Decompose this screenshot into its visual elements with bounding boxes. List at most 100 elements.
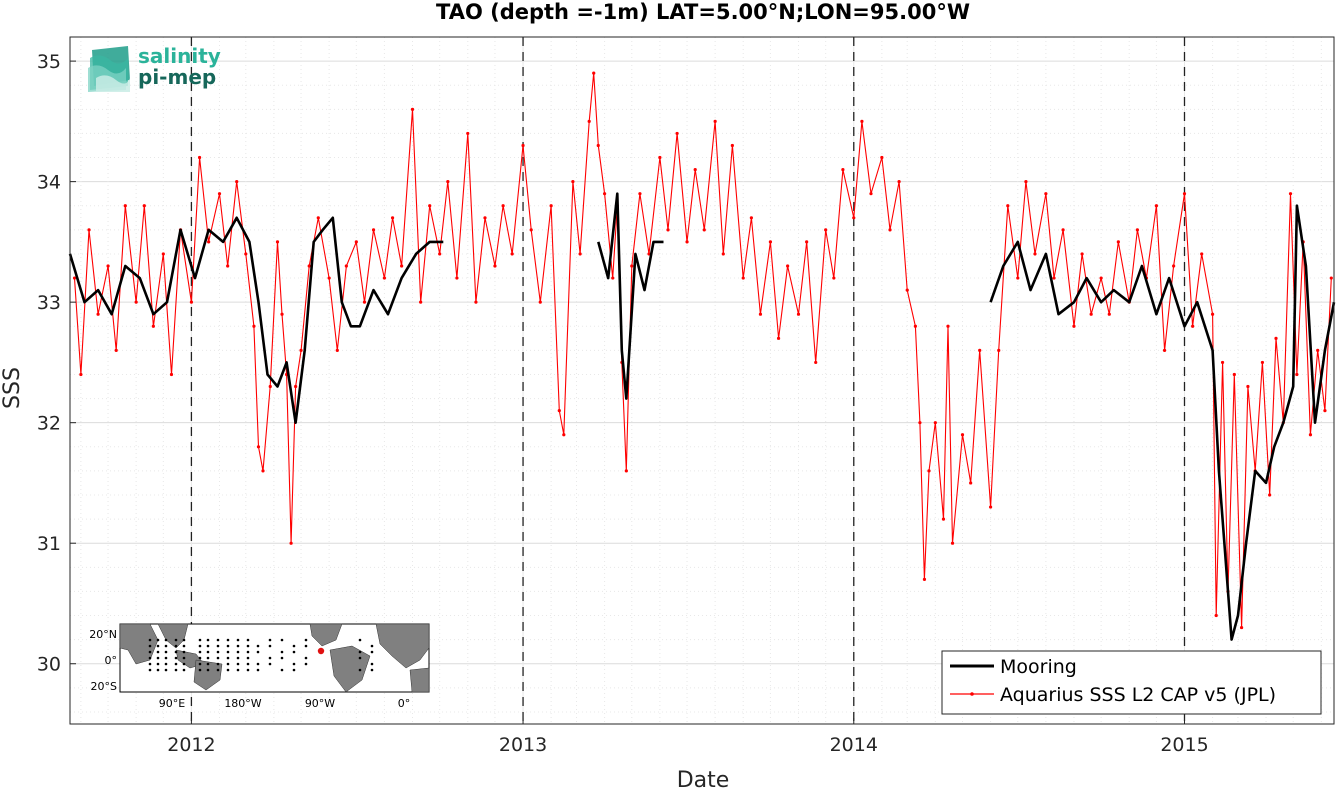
array-dot	[236, 668, 240, 672]
aquarius-point	[410, 107, 415, 111]
array-dot	[174, 668, 178, 672]
array-dot	[216, 650, 220, 654]
aquarius-point	[1260, 360, 1265, 365]
aquarius-point	[658, 155, 662, 160]
array-dot	[174, 644, 178, 648]
aquarius-point	[946, 324, 950, 328]
aquarius-point	[1061, 228, 1065, 232]
array-dot	[292, 650, 296, 654]
aquarius-point	[675, 131, 679, 136]
array-dot	[206, 656, 210, 660]
array-dot	[206, 644, 210, 648]
aquarius-point	[713, 119, 717, 123]
array-dot	[148, 650, 152, 654]
array-dot	[156, 662, 160, 666]
array-dot	[216, 638, 220, 642]
array-dot	[226, 656, 230, 660]
array-dot	[216, 656, 220, 660]
aquarius-point	[776, 336, 781, 340]
aquarius-point	[217, 192, 222, 196]
array-dot	[174, 656, 178, 660]
aquarius-point	[1220, 360, 1225, 365]
aquarius-point	[142, 204, 146, 208]
aquarius-point	[529, 228, 533, 232]
aquarius-point	[1323, 409, 1327, 413]
aquarius-point	[354, 240, 358, 244]
aquarius-point	[1072, 324, 1076, 328]
x-tick-label: 2014	[830, 734, 878, 756]
aquarius-point	[390, 216, 395, 220]
aquarius-point	[1024, 180, 1028, 184]
aquarius-point	[897, 180, 901, 184]
mooring-line-segment	[989, 204, 1336, 641]
array-dot	[156, 638, 160, 642]
aquarius-point	[268, 384, 272, 389]
selected-mooring-marker	[317, 647, 325, 655]
aquarius-point	[630, 264, 634, 268]
array-dot	[292, 662, 296, 666]
aquarius-point	[1016, 276, 1020, 280]
aquarius-point	[918, 421, 922, 425]
array-dot	[256, 668, 260, 672]
array-dot	[206, 668, 210, 672]
aquarius-point	[289, 541, 293, 545]
array-dot	[358, 650, 362, 654]
aquarius-point	[905, 288, 909, 292]
aquarius-point	[1099, 276, 1103, 280]
x-tick-label: 2015	[1160, 734, 1208, 756]
aquarius-point	[1044, 192, 1048, 196]
aquarius-point	[841, 167, 845, 172]
aquarius-point	[307, 264, 311, 268]
array-dot	[370, 662, 374, 666]
inset-map: 20°N 0° 20°S 90°E 180°W 90°W 0°	[89, 623, 430, 710]
aquarius-point	[1246, 384, 1250, 389]
aquarius-point	[997, 348, 1001, 352]
aquarius-point	[1308, 433, 1313, 437]
array-dot	[164, 638, 168, 642]
aquarius-point	[768, 240, 773, 244]
array-dot	[148, 668, 152, 672]
aquarius-point	[483, 216, 487, 220]
aquarius-point	[538, 300, 542, 304]
aquarius-point	[860, 119, 864, 123]
array-dot	[206, 662, 210, 666]
aquarius-point	[749, 216, 753, 220]
mooring-line-segment	[597, 192, 664, 400]
aquarius-point	[1191, 324, 1195, 328]
aquarius-point	[950, 541, 955, 545]
x-axis-label: Date	[677, 768, 730, 790]
aquarius-point	[927, 469, 931, 473]
array-dot	[246, 668, 250, 672]
aquarius-point	[400, 264, 404, 268]
aquarius-point	[106, 264, 110, 268]
grid-lines	[70, 37, 1334, 724]
array-dot	[268, 644, 272, 648]
array-dot	[206, 638, 210, 642]
y-axis-ticks: 30 31 32 33 34 35	[37, 51, 76, 676]
aquarius-point	[87, 228, 91, 232]
aquarius-point	[1232, 372, 1236, 377]
array-dot	[304, 644, 308, 648]
aquarius-line	[73, 72, 1332, 629]
aquarius-point	[941, 517, 946, 521]
array-dot	[206, 650, 210, 654]
array-dot	[304, 638, 308, 642]
array-dot	[198, 650, 202, 654]
aquarius-point	[922, 577, 927, 581]
aquarius-point	[888, 228, 892, 232]
logo-wave-icon	[88, 46, 130, 92]
inset-landmasses	[119, 623, 430, 693]
aquarius-point	[294, 384, 298, 389]
array-dot	[164, 656, 168, 660]
array-dot	[174, 638, 178, 642]
aquarius-point	[1200, 252, 1204, 256]
aquarius-point	[189, 300, 194, 304]
array-dot	[280, 638, 284, 642]
aquarius-point	[151, 324, 155, 328]
array-dot	[256, 662, 260, 666]
aquarius-point	[316, 216, 320, 220]
array-dot	[280, 668, 284, 672]
array-dot	[164, 644, 168, 648]
logo-line2: pi-mep	[138, 65, 216, 89]
